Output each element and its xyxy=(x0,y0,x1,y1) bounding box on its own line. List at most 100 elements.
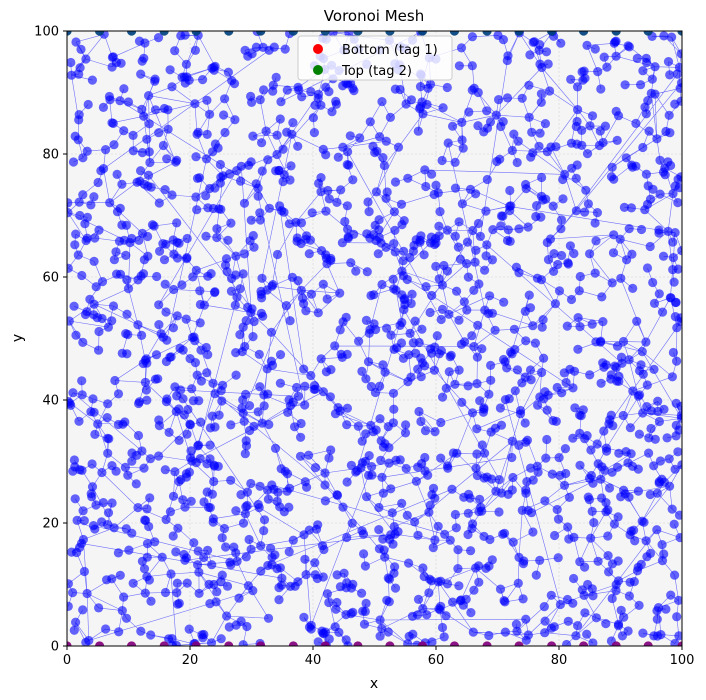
mesh-vertex xyxy=(184,624,194,634)
mesh-vertex xyxy=(454,581,464,591)
mesh-vertex xyxy=(272,130,282,140)
mesh-vertex xyxy=(528,527,538,537)
mesh-vertex xyxy=(136,69,146,79)
mesh-vertex xyxy=(365,117,375,127)
mesh-vertex xyxy=(674,62,682,72)
boundary-overlap-vertex xyxy=(67,641,72,646)
mesh-vertex xyxy=(229,542,239,552)
mesh-vertex xyxy=(77,390,87,400)
x-axis-label: x xyxy=(370,676,378,692)
mesh-vertex xyxy=(548,416,558,426)
mesh-vertex xyxy=(428,483,439,493)
mesh-vertex xyxy=(562,639,572,646)
boundary-overlap-vertex xyxy=(579,31,589,36)
mesh-vertex xyxy=(676,96,682,106)
mesh-vertex xyxy=(240,45,250,55)
mesh-vertex xyxy=(205,183,215,194)
mesh-vertex xyxy=(93,177,103,188)
mesh-vertex xyxy=(462,305,472,315)
mesh-vertex xyxy=(107,574,117,584)
mesh-vertex xyxy=(199,629,209,640)
mesh-vertex xyxy=(67,198,73,208)
mesh-vertex xyxy=(310,384,320,394)
mesh-vertex xyxy=(257,273,267,283)
mesh-vertex xyxy=(93,419,103,429)
mesh-vertex xyxy=(331,99,341,109)
mesh-vertex xyxy=(369,290,379,300)
mesh-vertex xyxy=(144,119,154,129)
mesh-vertex xyxy=(151,350,162,360)
mesh-vertex xyxy=(463,508,473,518)
mesh-vertex xyxy=(98,102,108,112)
mesh-vertex xyxy=(187,384,197,394)
y-tick-label: 20 xyxy=(42,517,59,532)
mesh-vertex xyxy=(494,507,504,517)
mesh-vertex xyxy=(555,599,566,610)
mesh-vertex xyxy=(387,508,397,518)
mesh-vertex xyxy=(643,181,653,191)
mesh-vertex xyxy=(270,443,281,453)
mesh-vertex xyxy=(333,152,343,162)
mesh-vertex xyxy=(113,548,123,558)
mesh-vertex xyxy=(246,308,256,318)
mesh-vertex xyxy=(170,46,180,56)
mesh-vertex xyxy=(240,449,250,459)
bottom-boundary-point xyxy=(353,641,363,646)
mesh-vertex xyxy=(79,566,89,577)
mesh-vertex xyxy=(255,208,265,218)
mesh-vertex xyxy=(389,239,399,249)
mesh-vertex xyxy=(419,571,429,582)
mesh-vertex xyxy=(652,134,662,144)
mesh-vertex xyxy=(467,331,477,341)
mesh-vertex xyxy=(227,273,237,284)
mesh-vertex xyxy=(114,627,124,637)
mesh-vertex xyxy=(230,300,240,310)
mesh-vertex xyxy=(658,251,669,261)
mesh-vertex xyxy=(624,224,634,234)
mesh-vertex xyxy=(437,622,448,633)
y-tick-label: 80 xyxy=(42,148,59,163)
mesh-vertex xyxy=(484,561,494,571)
mesh-vertex xyxy=(430,493,440,503)
mesh-vertex xyxy=(521,488,531,498)
mesh-vertex xyxy=(335,288,345,298)
mesh-vertex xyxy=(78,153,88,163)
mesh-vertex xyxy=(98,498,108,508)
mesh-vertex xyxy=(535,128,545,138)
mesh-vertex xyxy=(650,62,660,72)
mesh-vertex xyxy=(399,246,409,256)
mesh-vertex xyxy=(257,293,267,303)
mesh-vertex xyxy=(410,517,420,527)
mesh-vertex xyxy=(226,286,236,296)
mesh-vertex xyxy=(494,95,504,105)
mesh-vertex xyxy=(441,611,451,621)
mesh-vertex xyxy=(357,366,367,376)
mesh-vertex xyxy=(411,348,421,358)
mesh-vertex xyxy=(654,289,664,299)
mesh-vertex xyxy=(161,514,171,525)
mesh-vertex xyxy=(512,626,522,636)
mesh-vertex xyxy=(587,584,597,594)
mesh-vertex xyxy=(143,251,153,261)
mesh-vertex xyxy=(236,176,246,186)
mesh-vertex xyxy=(376,436,386,446)
mesh-vertex xyxy=(571,173,581,183)
mesh-vertex xyxy=(244,401,255,411)
mesh-vertex xyxy=(644,433,654,443)
mesh-vertex xyxy=(120,462,130,472)
mesh-vertex xyxy=(473,218,483,229)
boundary-overlap-vertex xyxy=(449,31,460,36)
mesh-vertex xyxy=(142,539,153,549)
mesh-vertex xyxy=(68,157,79,167)
legend: Bottom (tag 1) Top (tag 2) xyxy=(297,35,453,81)
boundary-overlap-vertex xyxy=(611,641,621,646)
mesh-vertex xyxy=(413,364,423,374)
mesh-vertex xyxy=(510,344,520,355)
mesh-vertex xyxy=(537,322,547,332)
mesh-vertex xyxy=(641,53,651,64)
mesh-vertex xyxy=(573,105,583,115)
mesh-vertex xyxy=(535,392,545,402)
mesh-vertex xyxy=(585,249,595,259)
mesh-vertex xyxy=(436,417,446,428)
mesh-vertex xyxy=(73,135,83,145)
